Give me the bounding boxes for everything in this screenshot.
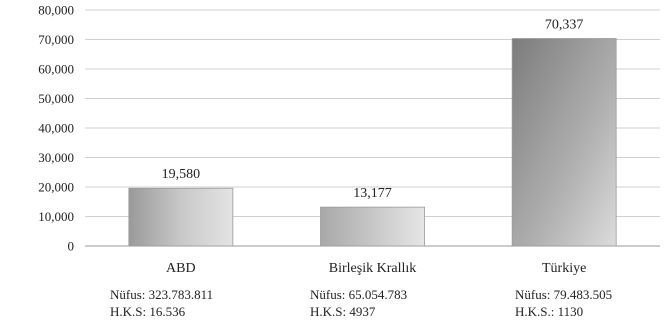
bar: [128, 187, 234, 247]
category-note: Nüfus: 79.483.505 H.K.S.: 1130: [515, 286, 612, 320]
population-text: Nüfus: 323.783.811: [110, 287, 214, 302]
y-tick-label: 40,000: [38, 121, 74, 136]
data-label: 19,580: [162, 167, 201, 182]
bar: [320, 206, 425, 247]
hks-text: H.K.S.: 1130: [515, 304, 584, 319]
y-tick-label: 50,000: [38, 91, 74, 106]
data-label: 70,337: [545, 18, 584, 33]
hks-text: H.K.S: 16.536: [110, 304, 186, 319]
population-text: Nüfus: 79.483.505: [515, 287, 613, 302]
y-tick-label: 80,000: [38, 3, 74, 18]
y-tick-label: 30,000: [38, 150, 74, 165]
bar: [511, 38, 617, 247]
category-note: Nüfus: 65.054.783 H.K.S: 4937: [310, 286, 407, 320]
category-label: Türkiye: [542, 261, 586, 276]
category-label: ABD: [166, 261, 196, 276]
y-tick-label: 0: [68, 239, 75, 254]
y-tick-label: 20,000: [38, 180, 74, 195]
y-tick-label: 10,000: [38, 209, 74, 224]
y-tick-label: 60,000: [38, 62, 74, 77]
hks-text: H.K.S: 4937: [310, 304, 376, 319]
category-label: Birleşik Krallık: [329, 261, 417, 276]
y-tick-label: 70,000: [38, 32, 74, 47]
population-text: Nüfus: 65.054.783: [310, 287, 408, 302]
data-label: 13,177: [353, 186, 392, 201]
category-note: Nüfus: 323.783.811 H.K.S: 16.536: [110, 286, 213, 320]
